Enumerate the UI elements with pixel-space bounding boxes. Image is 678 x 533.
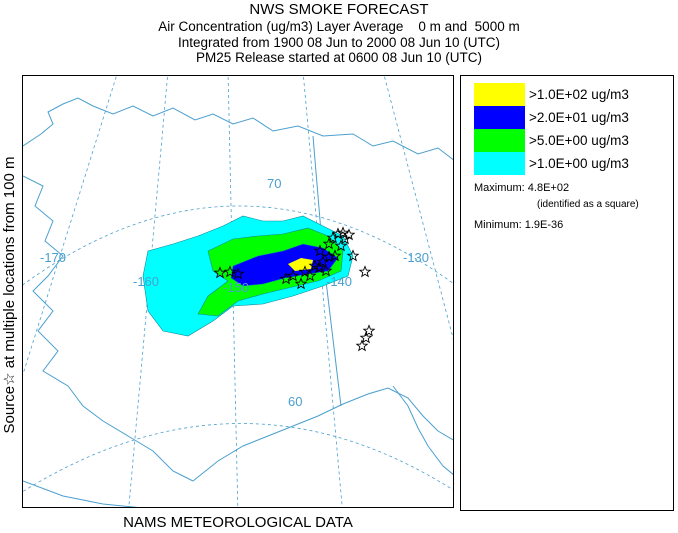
latitude-line-60 — [23, 423, 453, 492]
legend-item-4: >1.0E+00 ug/m3 — [474, 152, 629, 175]
source-star-icon — [331, 227, 345, 240]
source-star-icon — [328, 249, 342, 262]
legend-panel: >1.0E+02 ug/m3 >2.0E+01 ug/m3 >5.0E+00 u… — [460, 75, 674, 511]
lat-lon-labels: 70 60 -170 -160 -150 -140 -130 — [40, 176, 429, 409]
aleutian-chain — [23, 480, 139, 507]
legend-swatch-3 — [474, 129, 525, 152]
source-star-icon — [338, 232, 352, 245]
legend-label-4: >1.0E+00 ug/m3 — [529, 156, 629, 171]
source-star-icon — [336, 226, 350, 239]
lon-label-150: -150 — [223, 280, 249, 295]
source-star-icon — [312, 261, 326, 274]
plume-level-4-max — [288, 258, 313, 271]
lat-label-70: 70 — [267, 176, 281, 191]
source-star-icon — [334, 239, 348, 252]
source-star-icon — [355, 339, 369, 352]
source-star-icon — [319, 264, 333, 277]
source-star-icon — [213, 266, 227, 279]
release-info: PM25 Release started at 0600 08 Jun 10 (… — [196, 50, 482, 65]
lon-label-130: -130 — [403, 250, 429, 265]
legend-swatch-1 — [474, 83, 525, 106]
source-star-icon — [322, 250, 336, 263]
product-subtitle: Air Concentration (ug/m3) Layer Average … — [158, 19, 520, 34]
alaska-map: 70 60 -170 -160 -150 -140 -130 — [23, 76, 453, 507]
map-panel[interactable]: 70 60 -170 -160 -150 -140 -130 — [22, 75, 454, 508]
panhandle-coast — [392, 385, 453, 475]
lat-label-60: 60 — [288, 394, 302, 409]
maximum-note: (identified as a square) — [537, 199, 639, 210]
lon-label-170: -170 — [40, 250, 66, 265]
legend-item-1: >1.0E+02 ug/m3 — [474, 83, 629, 106]
source-star-icon — [223, 265, 237, 278]
plume-level-3 — [230, 243, 339, 287]
source-star-icon — [346, 249, 360, 262]
source-star-icon — [303, 269, 317, 282]
longitude-line-140 — [303, 76, 343, 507]
source-star-icon — [358, 265, 372, 278]
source-star-icon — [322, 237, 336, 250]
legend-label-2: >2.0E+01 ug/m3 — [529, 110, 629, 125]
longitude-line-170 — [23, 76, 117, 376]
source-side-label: Source☆ at multiple locations from 100 m — [1, 156, 18, 434]
source-markers — [213, 226, 376, 352]
smoke-plume — [142, 215, 354, 337]
lon-label-140: -140 — [326, 274, 352, 289]
source-star-icon — [326, 231, 340, 244]
maximum-label: Maximum: — [474, 182, 525, 194]
longitude-line-130 — [383, 76, 453, 340]
source-star-icon — [313, 244, 327, 257]
met-data-label: NAMS METEOROLOGICAL DATA — [123, 514, 353, 531]
latitude-line-70 — [23, 205, 453, 286]
alaska-north-coast — [23, 97, 453, 161]
source-star-icon — [231, 267, 245, 280]
source-star-icon — [286, 269, 300, 282]
legend-swatch-2 — [474, 106, 525, 129]
title-block: NWS SMOKE FORECAST Air Concentration (ug… — [0, 0, 678, 66]
alaska-west-coast — [23, 175, 194, 482]
source-star-icon — [294, 277, 308, 290]
minimum-stat: Minimum: 1.9E-36 — [474, 219, 563, 231]
minimum-label: Minimum: — [474, 219, 522, 231]
maximum-value: 4.8E+02 — [527, 182, 570, 194]
integration-period: Integrated from 1900 08 Jun to 2000 08 J… — [178, 34, 500, 50]
legend-item-2: >2.0E+01 ug/m3 — [474, 106, 629, 129]
lon-label-160: -160 — [133, 274, 159, 289]
source-star-icon — [279, 272, 293, 285]
source-star-icon — [362, 324, 376, 337]
source-star-icon — [308, 259, 322, 272]
forecast-title: NWS SMOKE FORECAST — [249, 1, 429, 18]
legend-item-3: >5.0E+00 ug/m3 — [474, 129, 629, 152]
legend-label-1: >1.0E+02 ug/m3 — [529, 87, 629, 102]
legend-label-3: >5.0E+00 ug/m3 — [529, 133, 629, 148]
legend-swatch-4 — [474, 152, 525, 175]
source-star-icon — [359, 331, 373, 344]
maximum-stat: Maximum: 4.8E+02 — [474, 182, 569, 194]
alaska-south-coast — [192, 387, 453, 482]
minimum-value: 1.9E-36 — [524, 219, 564, 231]
